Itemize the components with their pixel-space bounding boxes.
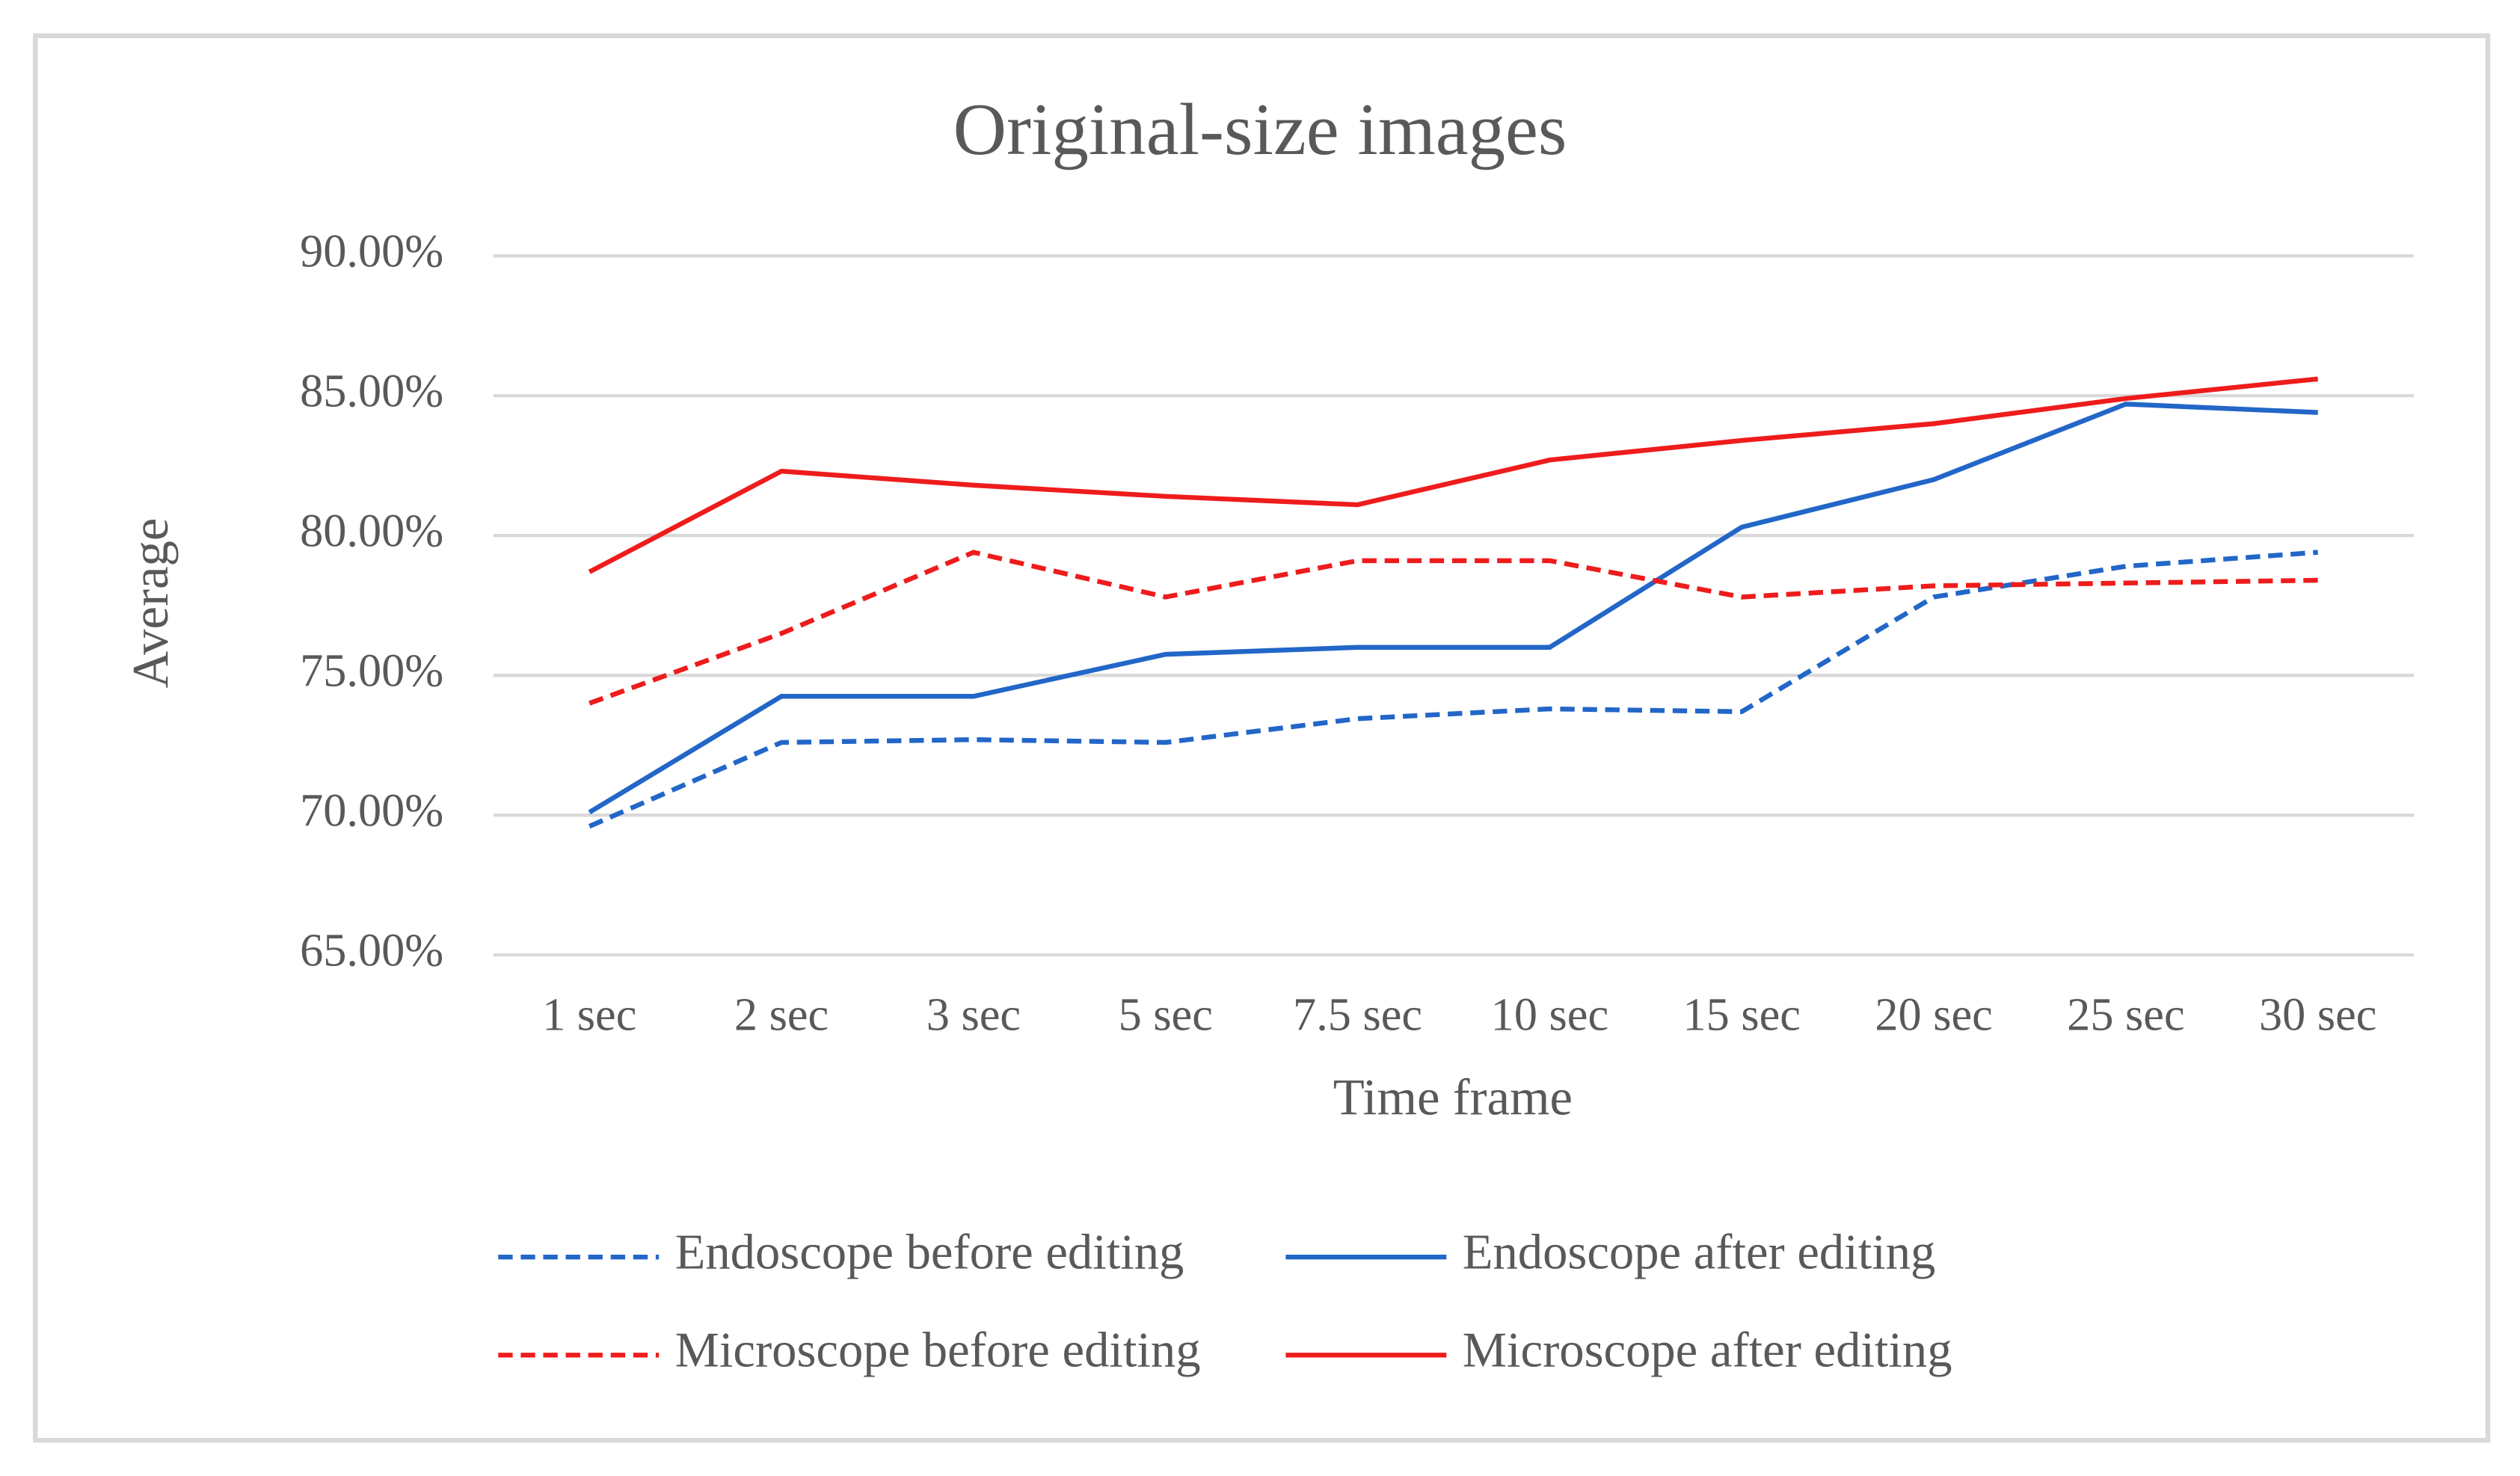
- y-axis-title: Average: [122, 518, 179, 689]
- chart-frame: [33, 33, 2491, 1443]
- y-tick-label: 80.00%: [300, 505, 443, 556]
- x-tick-label: 1 sec: [542, 988, 636, 1040]
- x-tick-label: 7.5 sec: [1293, 988, 1422, 1040]
- y-tick-label: 65.00%: [300, 924, 443, 976]
- x-tick-label: 30 sec: [2259, 988, 2376, 1040]
- x-tick-label: 25 sec: [2067, 988, 2184, 1040]
- x-axis-title: Time frame: [1333, 1069, 1573, 1126]
- series-line: [588, 402, 2318, 815]
- y-tick-label: 90.00%: [300, 226, 443, 277]
- y-tick-label: 75.00%: [300, 645, 443, 696]
- x-tick-label: 20 sec: [1875, 988, 1992, 1040]
- legend-label: Microscope before editing: [675, 1323, 1201, 1378]
- legend-label: Endoscope before editing: [675, 1225, 1184, 1279]
- legend-label: Endoscope after editing: [1463, 1225, 1936, 1279]
- series-line: [588, 550, 2318, 706]
- x-tick-label: 3 sec: [926, 988, 1021, 1040]
- series-line: [588, 550, 2318, 829]
- x-tick-label: 10 sec: [1491, 988, 1608, 1040]
- y-tick-label: 70.00%: [300, 784, 443, 836]
- legend-label: Microscope after editing: [1463, 1323, 1952, 1378]
- chart-title: Original-size images: [953, 89, 1567, 170]
- series-line: [588, 376, 2319, 574]
- x-tick-label: 15 sec: [1682, 988, 1800, 1040]
- y-tick-label: 85.00%: [300, 366, 443, 417]
- x-tick-label: 5 sec: [1119, 988, 1213, 1040]
- x-tick-label: 2 sec: [734, 988, 829, 1040]
